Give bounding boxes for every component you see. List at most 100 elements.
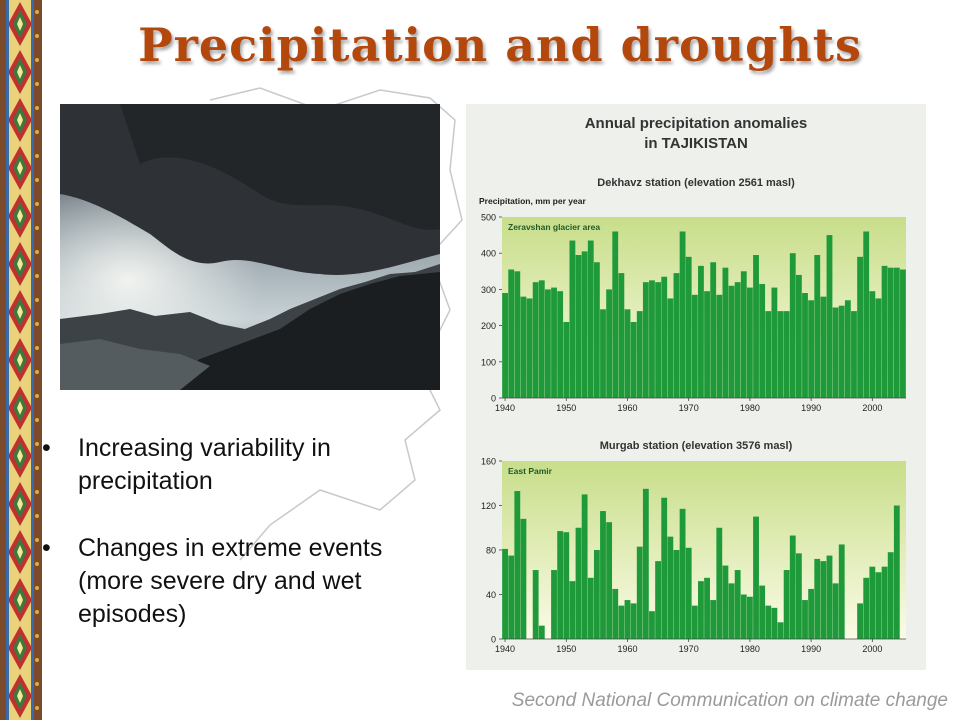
dekhavz-bar — [502, 293, 508, 398]
murgab-bar — [655, 561, 662, 639]
murgab-bar — [832, 583, 839, 639]
murgab-ytick-label: 80 — [486, 546, 496, 556]
dekhavz-ytick-label: 500 — [481, 213, 496, 223]
dekhavz-bar — [618, 273, 625, 398]
dekhavz-bar — [802, 293, 808, 398]
dekhavz-bar — [606, 289, 613, 398]
bullet-list: • Increasing variability in precipitatio… — [40, 432, 420, 665]
murgab-bar — [728, 583, 735, 639]
dekhavz-bar — [887, 267, 894, 398]
murgab-bar — [685, 547, 692, 639]
dekhavz-bar — [765, 311, 772, 398]
dekhavz-bar — [624, 309, 631, 398]
dekhavz-bar — [661, 276, 668, 398]
murgab-annotation: East Pamir — [508, 466, 553, 476]
murgab-bar — [808, 588, 815, 639]
dekhavz-bar — [593, 262, 600, 398]
dekhavz-bar — [636, 311, 643, 398]
dekhavz-bar — [587, 240, 594, 398]
dekhavz-xtick-label: 1990 — [801, 403, 821, 413]
map-outline — [209, 87, 463, 561]
slide-title: Precipitation and droughts — [138, 18, 862, 72]
murgab-bar — [551, 570, 557, 639]
murgab-bar — [826, 555, 833, 639]
chart2-subtitle: Murgab station (elevation 3576 masl) — [600, 440, 793, 452]
dekhavz-bar — [851, 311, 857, 398]
murgab-bar — [863, 577, 870, 639]
dekhavz-bar — [514, 271, 521, 398]
murgab-ytick-label: 120 — [481, 501, 496, 511]
bullet-dot: • — [42, 534, 51, 562]
dekhavz-ytick-label: 0 — [491, 394, 496, 404]
murgab-bar — [740, 594, 747, 639]
dekhavz-bar — [551, 287, 557, 398]
dekhavz-ytick-label: 100 — [481, 357, 496, 367]
murgab-bar — [869, 566, 876, 639]
dekhavz-bar — [544, 289, 551, 398]
murgab-bar — [532, 570, 539, 639]
murgab-ytick-label: 40 — [486, 590, 496, 600]
murgab-bar — [673, 550, 680, 639]
dekhavz-bar — [734, 282, 741, 398]
murgab-bar — [802, 600, 808, 639]
dekhavz-bar — [728, 285, 735, 398]
murgab-chart: 0 40 80 120 160 1940 1950 1960 1970 1980 1990 2000 E… — [481, 457, 906, 654]
murgab-bar — [838, 544, 845, 639]
dekhavz-bar — [783, 311, 790, 398]
murgab-bar — [857, 603, 864, 639]
murgab-ytick-label: 160 — [481, 457, 496, 467]
dekhavz-bar — [575, 255, 582, 398]
murgab-bar — [600, 511, 606, 639]
murgab-bar — [630, 603, 637, 639]
murgab-bar — [508, 555, 515, 639]
murgab-bar — [587, 577, 594, 639]
murgab-bar — [557, 531, 564, 639]
dekhavz-bar — [759, 283, 766, 398]
murgab-bar — [820, 561, 827, 639]
chart1-subtitle: Dekhavz station (elevation 2561 masl) — [597, 177, 795, 189]
murgab-bar — [783, 570, 790, 639]
dekhavz-xtick-label: 1970 — [679, 403, 699, 413]
dekhavz-bar — [532, 282, 539, 398]
bullet-item: • Changes in extreme events (more severe… — [40, 532, 420, 631]
murgab-bar — [593, 550, 600, 639]
dekhavz-bar — [600, 309, 606, 398]
dekhavz-bar — [826, 235, 833, 398]
dekhavz-bar — [716, 294, 723, 398]
dekhavz-bar — [698, 265, 704, 398]
murgab-bar — [704, 577, 710, 639]
dekhavz-bar — [789, 253, 796, 398]
murgab-bar — [514, 491, 521, 639]
murgab-bar — [814, 558, 821, 639]
dekhavz-bar — [704, 291, 710, 398]
dekhavz-bar — [642, 282, 649, 398]
murgab-bar — [569, 581, 576, 639]
murgab-bar — [893, 505, 900, 639]
murgab-xtick-label: 1980 — [740, 644, 760, 654]
dekhavz-bar — [520, 296, 527, 398]
murgab-xtick-label: 1940 — [495, 644, 515, 654]
murgab-bar — [667, 536, 674, 639]
murgab-xtick-label: 2000 — [862, 644, 882, 654]
dekhavz-ytick-label: 200 — [481, 321, 496, 331]
murgab-bar — [612, 588, 619, 639]
murgab-bar — [881, 566, 888, 639]
murgab-bar — [753, 516, 759, 639]
murgab-bar — [520, 518, 527, 639]
precipitation-charts: Annual precipitation anomalies in TAJIKI… — [479, 115, 906, 654]
dekhavz-bar — [667, 298, 674, 398]
dekhavz-bar — [649, 280, 655, 398]
murgab-bar — [661, 497, 668, 639]
dekhavz-bar — [832, 307, 839, 398]
dekhavz-bar — [673, 273, 680, 398]
murgab-bar — [538, 625, 545, 639]
dekhavz-ytick-label: 400 — [481, 249, 496, 259]
dekhavz-bar — [740, 271, 747, 398]
murgab-bar — [502, 548, 508, 639]
dekhavz-bar — [563, 321, 570, 398]
dekhavz-xtick-label: 2000 — [862, 403, 882, 413]
dekhavz-bar — [814, 255, 821, 398]
murgab-xtick-label: 1970 — [679, 644, 699, 654]
dekhavz-bar — [679, 231, 686, 398]
storm-clouds-photo — [60, 104, 440, 390]
